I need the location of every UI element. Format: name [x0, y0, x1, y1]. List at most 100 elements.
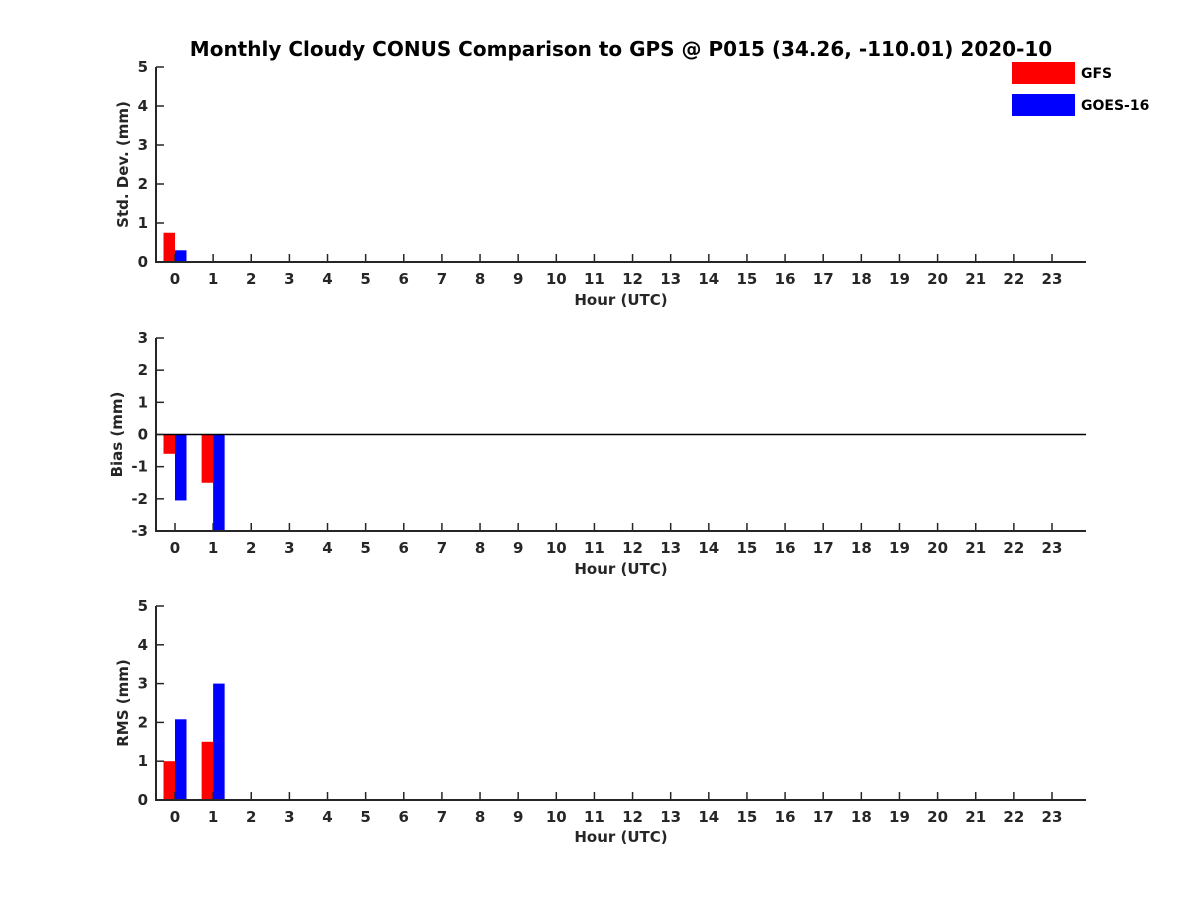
x-tick-label: 19	[889, 539, 910, 557]
x-tick-label: 13	[660, 808, 681, 826]
x-tick-label: 2	[246, 539, 256, 557]
x-tick-label: 13	[660, 539, 681, 557]
chart-legend: GFS GOES-16	[1012, 62, 1149, 116]
bar-gfs-hour-1	[201, 434, 214, 483]
y-tick-label: 0	[138, 791, 148, 809]
x-tick-label: 2	[246, 270, 256, 288]
legend-swatch-goes-16	[1012, 94, 1075, 116]
x-tick-label: 9	[513, 270, 523, 288]
y-tick-label: -3	[131, 522, 148, 540]
x-tick-label: 8	[475, 539, 485, 557]
x-tick-label: 4	[322, 539, 332, 557]
x-tick-label: 23	[1042, 270, 1063, 288]
x-tick-label: 13	[660, 270, 681, 288]
y-tick-label: 1	[138, 752, 148, 770]
x-tick-label: 12	[622, 808, 643, 826]
x-tick-label: 16	[775, 270, 796, 288]
x-tick-label: 18	[851, 808, 872, 826]
x-tick-label: 17	[813, 808, 834, 826]
x-tick-label: 8	[475, 270, 485, 288]
x-tick-label: 22	[1003, 808, 1024, 826]
x-tick-label: 11	[584, 270, 605, 288]
x-tick-label: 20	[927, 270, 948, 288]
y-axis-label: Bias (mm)	[108, 392, 126, 478]
x-tick-label: 9	[513, 539, 523, 557]
x-tick-label: 17	[813, 270, 834, 288]
x-tick-label: 23	[1042, 808, 1063, 826]
x-tick-label: 21	[965, 539, 986, 557]
x-tick-label: 15	[737, 539, 758, 557]
x-tick-label: 18	[851, 539, 872, 557]
x-axis-label: Hour (UTC)	[574, 560, 667, 578]
x-tick-label: 6	[399, 808, 409, 826]
y-tick-label: 2	[138, 713, 148, 731]
x-axis-label: Hour (UTC)	[574, 291, 667, 309]
y-tick-label: 4	[138, 97, 148, 115]
x-tick-label: 19	[889, 808, 910, 826]
x-tick-label: 18	[851, 270, 872, 288]
y-tick-label: 5	[138, 58, 148, 76]
axis-lines	[155, 67, 1086, 263]
x-tick-label: 10	[546, 808, 567, 826]
y-tick-label: 1	[138, 393, 148, 411]
x-tick-label: 14	[698, 270, 719, 288]
legend-label-goes-16: GOES-16	[1081, 98, 1149, 114]
y-tick-label: -2	[131, 490, 148, 508]
x-tick-label: 22	[1003, 270, 1024, 288]
x-tick-label: 21	[965, 808, 986, 826]
x-tick-label: 19	[889, 270, 910, 288]
bar-goes-16-hour-0	[175, 250, 187, 262]
x-tick-label: 10	[546, 539, 567, 557]
y-tick-label: 1	[138, 214, 148, 232]
legend-label-gfs: GFS	[1081, 66, 1112, 82]
bar-gfs-hour-0	[163, 434, 175, 454]
y-tick-label: 3	[138, 136, 148, 154]
y-tick-label: 4	[138, 636, 148, 654]
y-tick-label: 2	[138, 361, 148, 379]
x-tick-label: 0	[170, 808, 180, 826]
axis-lines	[155, 606, 1086, 801]
x-tick-label: 17	[813, 539, 834, 557]
x-tick-label: 3	[284, 808, 294, 826]
x-tick-label: 7	[437, 270, 447, 288]
chart-title: Monthly Cloudy CONUS Comparison to GPS @…	[190, 37, 1052, 61]
x-tick-label: 15	[737, 270, 758, 288]
x-tick-label: 11	[584, 808, 605, 826]
bar-goes-16-hour-1	[213, 683, 225, 800]
bar-goes-16-hour-0	[175, 719, 187, 800]
x-tick-label: 16	[775, 539, 796, 557]
y-axis-label: RMS (mm)	[114, 659, 132, 746]
y-tick-label: 3	[138, 329, 148, 347]
x-tick-label: 22	[1003, 539, 1024, 557]
x-tick-label: 7	[437, 808, 447, 826]
x-tick-label: 3	[284, 270, 294, 288]
y-tick-label: -1	[131, 458, 148, 476]
x-tick-label: 5	[360, 270, 370, 288]
y-tick-label: 5	[138, 597, 148, 615]
x-tick-label: 20	[927, 808, 948, 826]
x-tick-label: 0	[170, 539, 180, 557]
x-tick-label: 20	[927, 539, 948, 557]
x-tick-label: 5	[360, 539, 370, 557]
x-tick-label: 0	[170, 270, 180, 288]
x-tick-label: 4	[322, 808, 332, 826]
y-tick-label: 0	[138, 253, 148, 271]
y-axis-label: Std. Dev. (mm)	[114, 101, 132, 228]
bar-goes-16-hour-1	[213, 434, 225, 531]
x-tick-label: 12	[622, 270, 643, 288]
x-tick-label: 23	[1042, 539, 1063, 557]
x-tick-label: 9	[513, 808, 523, 826]
x-axis-label: Hour (UTC)	[574, 828, 667, 846]
x-tick-label: 7	[437, 539, 447, 557]
x-tick-label: 12	[622, 539, 643, 557]
legend-swatch-gfs	[1012, 62, 1075, 84]
bar-gfs-hour-0	[163, 761, 175, 800]
x-tick-label: 8	[475, 808, 485, 826]
y-tick-label: 2	[138, 175, 148, 193]
x-tick-label: 11	[584, 539, 605, 557]
bar-gfs-hour-0	[163, 232, 175, 262]
x-tick-label: 6	[399, 270, 409, 288]
